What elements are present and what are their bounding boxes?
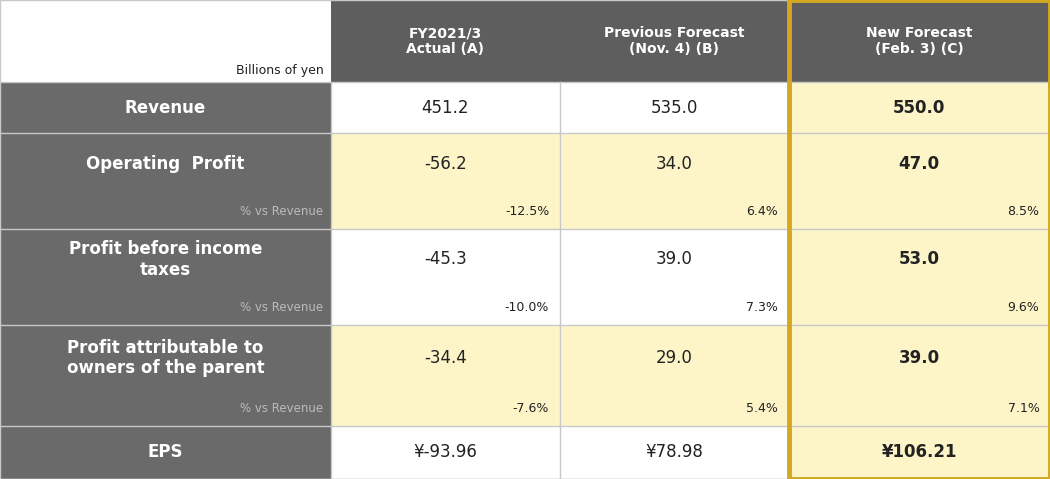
Text: % vs Revenue: % vs Revenue	[240, 402, 323, 415]
Bar	[0, 229, 331, 325]
Text: 34.0: 34.0	[655, 155, 693, 172]
Bar	[560, 426, 789, 479]
Text: -12.5%: -12.5%	[505, 205, 549, 218]
Bar	[331, 391, 560, 426]
Bar	[331, 82, 560, 133]
Bar	[331, 0, 560, 82]
Text: 53.0: 53.0	[899, 251, 940, 268]
Bar	[789, 290, 1050, 325]
Text: ¥-93.96: ¥-93.96	[414, 444, 477, 461]
Bar	[560, 229, 789, 290]
Text: -34.4: -34.4	[424, 349, 466, 367]
Bar	[789, 0, 1050, 82]
Text: 7.3%: 7.3%	[747, 301, 778, 314]
Bar	[0, 325, 331, 426]
Bar	[0, 0, 331, 82]
Text: 39.0: 39.0	[899, 349, 940, 367]
Bar	[789, 194, 1050, 229]
Bar	[789, 229, 1050, 290]
Text: 29.0: 29.0	[655, 349, 693, 367]
Bar	[560, 194, 789, 229]
Text: % vs Revenue: % vs Revenue	[240, 205, 323, 218]
Text: Profit attributable to
owners of the parent: Profit attributable to owners of the par…	[66, 339, 265, 377]
Text: 47.0: 47.0	[899, 155, 940, 172]
Text: -56.2: -56.2	[424, 155, 466, 172]
Text: Operating  Profit: Operating Profit	[86, 155, 245, 172]
Text: -7.6%: -7.6%	[512, 402, 549, 415]
Bar	[331, 194, 560, 229]
Text: Revenue: Revenue	[125, 99, 206, 117]
Text: 39.0: 39.0	[655, 251, 693, 268]
Bar	[331, 290, 560, 325]
Text: Previous Forecast
(Nov. 4) (B): Previous Forecast (Nov. 4) (B)	[604, 26, 744, 57]
Bar	[560, 133, 789, 194]
Text: 451.2: 451.2	[421, 99, 469, 117]
Text: % vs Revenue: % vs Revenue	[240, 301, 323, 314]
Bar	[0, 133, 331, 229]
Bar	[331, 426, 560, 479]
Text: 8.5%: 8.5%	[1008, 205, 1040, 218]
Bar	[789, 325, 1050, 391]
Text: -10.0%: -10.0%	[505, 301, 549, 314]
Bar	[560, 0, 789, 82]
Bar	[560, 391, 789, 426]
Bar	[331, 325, 560, 391]
Text: 550.0: 550.0	[894, 99, 945, 117]
Text: 6.4%: 6.4%	[747, 205, 778, 218]
Text: ¥106.21: ¥106.21	[882, 444, 957, 461]
Bar	[789, 426, 1050, 479]
Text: 535.0: 535.0	[650, 99, 698, 117]
Text: 7.1%: 7.1%	[1008, 402, 1040, 415]
Text: 5.4%: 5.4%	[747, 402, 778, 415]
Bar	[560, 82, 789, 133]
Bar	[560, 325, 789, 391]
Bar	[0, 426, 331, 479]
Bar	[789, 391, 1050, 426]
Text: Billions of yen: Billions of yen	[235, 64, 323, 77]
Text: New Forecast
(Feb. 3) (C): New Forecast (Feb. 3) (C)	[866, 26, 972, 57]
Text: 9.6%: 9.6%	[1008, 301, 1040, 314]
Text: FY2021/3
Actual (A): FY2021/3 Actual (A)	[406, 26, 484, 57]
Bar	[0, 82, 331, 133]
Text: EPS: EPS	[148, 444, 183, 461]
Bar	[560, 290, 789, 325]
Bar	[331, 133, 560, 194]
Text: -45.3: -45.3	[424, 251, 466, 268]
Text: ¥78.98: ¥78.98	[645, 444, 704, 461]
Bar	[331, 229, 560, 290]
Text: Profit before income
taxes: Profit before income taxes	[68, 240, 262, 279]
Bar	[789, 133, 1050, 194]
Bar	[789, 82, 1050, 133]
